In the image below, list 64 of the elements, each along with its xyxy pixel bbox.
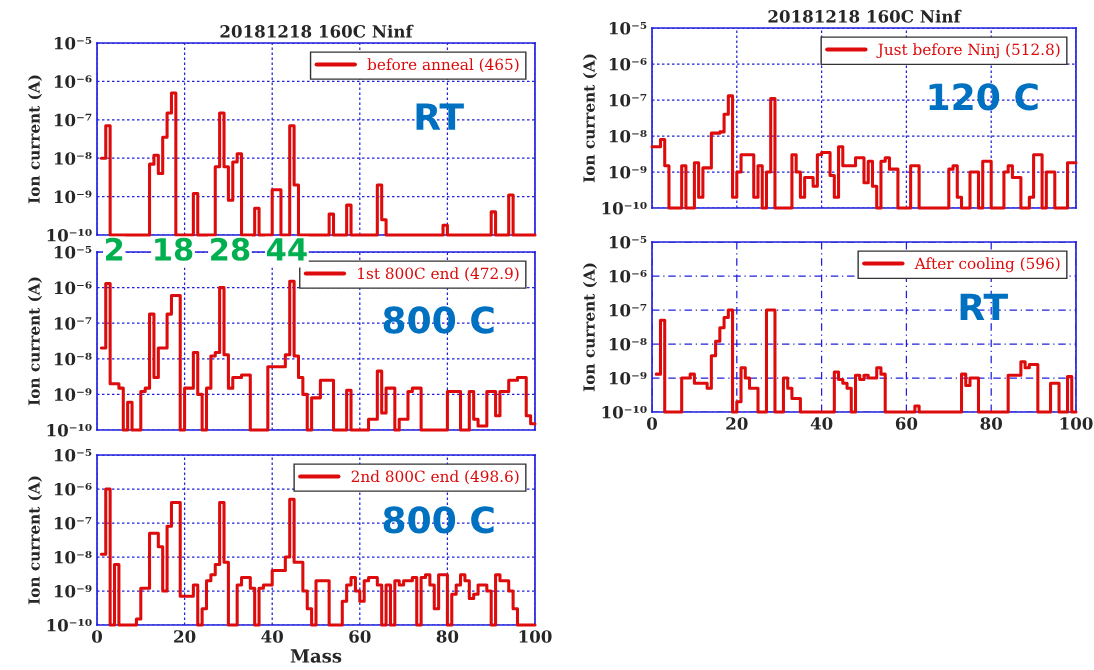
annotation: RT: [416, 103, 464, 130]
y-tick-label: 10⁻⁵: [54, 245, 92, 259]
y-tick-label: 10⁻⁸: [609, 129, 647, 143]
y-axis-title: Ion current (A): [582, 54, 597, 183]
x-tick-label: 60: [895, 417, 918, 430]
annotation: RT: [960, 293, 1008, 320]
legend-label: 1st 800C end (472.9): [358, 267, 519, 282]
y-tick-label: 10⁻⁹: [609, 371, 647, 385]
legend-label: before anneal (465): [367, 58, 519, 73]
y-tick-label: 10⁻⁷: [609, 303, 647, 317]
legend-label: After cooling (596): [914, 257, 1060, 273]
annotation: 120 C: [929, 83, 1038, 111]
annotation: 18: [155, 237, 193, 261]
x-tick-label: 100: [519, 630, 552, 643]
y-tick-label: 10⁻⁸: [54, 352, 92, 366]
y-tick-label: 10⁻⁶: [609, 269, 647, 283]
y-axis-title: Ion current (A): [582, 263, 597, 392]
y-tick-label: 10⁻⁸: [609, 337, 647, 351]
y-tick-label: 10⁻¹⁰: [602, 201, 647, 215]
y-tick-label: 10⁻⁵: [609, 21, 647, 35]
x-tick-label: 60: [349, 630, 371, 643]
y-tick-label: 10⁻⁸: [54, 550, 92, 564]
x-tick-label: 40: [810, 417, 833, 430]
legend-label: 2nd 800C end (498.6): [351, 470, 519, 485]
y-tick-label: 10⁻¹⁰: [602, 405, 647, 419]
annotation: 800 C: [383, 306, 494, 334]
y-tick-label: 10⁻¹⁰: [47, 618, 92, 632]
y-tick-label: 10⁻⁶: [609, 57, 647, 71]
legend-label: Just before Ninj (512.8): [876, 43, 1060, 59]
x-tick-label: 100: [1060, 417, 1093, 430]
y-tick-label: 10⁻⁷: [54, 317, 92, 330]
y-tick-label: 10⁻⁸: [54, 152, 92, 165]
y-axis-title: Ion current (A): [27, 476, 42, 605]
y-tick-label: 10⁻⁶: [54, 75, 92, 88]
annotation: 800 C: [383, 506, 494, 534]
y-tick-label: 10⁻⁶: [54, 482, 92, 496]
x-tick-label: 20: [174, 630, 196, 643]
x-tick-label: 40: [261, 630, 284, 643]
y-tick-label: 10⁻⁵: [54, 448, 92, 462]
y-axis-title: Ion current (A): [27, 75, 42, 204]
annotation: 44: [267, 238, 307, 261]
x-tick-label: 80: [436, 630, 459, 643]
y-tick-label: 10⁻⁶: [54, 281, 92, 295]
annotation: 28: [211, 237, 250, 261]
y-tick-label: 10⁻⁷: [54, 113, 92, 127]
annotation: 2: [105, 237, 123, 261]
x-tick-label: 20: [726, 417, 748, 430]
y-tick-label: 10⁻¹⁰: [47, 228, 92, 242]
y-tick-label: 10⁻¹⁰: [47, 423, 92, 437]
chart-title: 20181218 160C Ninf: [768, 9, 962, 23]
y-tick-label: 10⁻⁹: [609, 165, 647, 179]
y-tick-label: 10⁻⁷: [609, 93, 647, 107]
x-tick-label: 80: [980, 417, 1003, 430]
x-tick-label: 0: [91, 630, 103, 643]
y-tick-label: 10⁻⁹: [54, 584, 92, 598]
y-tick-label: 10⁻⁹: [54, 190, 92, 204]
x-tick-label: 0: [646, 417, 658, 430]
y-tick-label: 10⁻⁹: [54, 388, 92, 401]
y-tick-label: 10⁻⁵: [54, 36, 92, 50]
chart-title: 20181218 160C Ninf: [220, 24, 414, 38]
y-axis-title: Ion current (A): [27, 277, 42, 406]
y-tick-label: 10⁻⁵: [609, 235, 647, 249]
x-axis-title: Mass: [290, 649, 342, 663]
y-tick-label: 10⁻⁷: [54, 516, 92, 530]
